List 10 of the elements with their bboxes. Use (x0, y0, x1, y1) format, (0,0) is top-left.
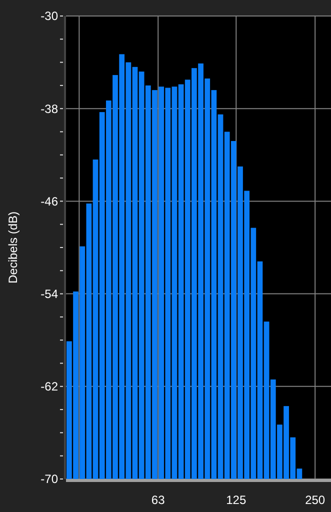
y-tick-label: -46 (40, 194, 58, 208)
x-tick-label: 63 (151, 493, 166, 507)
y-tick-label: -62 (40, 380, 58, 394)
y-tick-label: -70 (40, 472, 58, 486)
y-axis-title: Decibels (dB) (6, 211, 20, 284)
y-tick-label: -38 (40, 102, 58, 116)
x-tick-label: 125 (226, 493, 246, 507)
x-tick-label: 250 (305, 493, 326, 507)
y-tick-label: -54 (40, 287, 58, 301)
y-tick-label: -30 (40, 9, 58, 24)
